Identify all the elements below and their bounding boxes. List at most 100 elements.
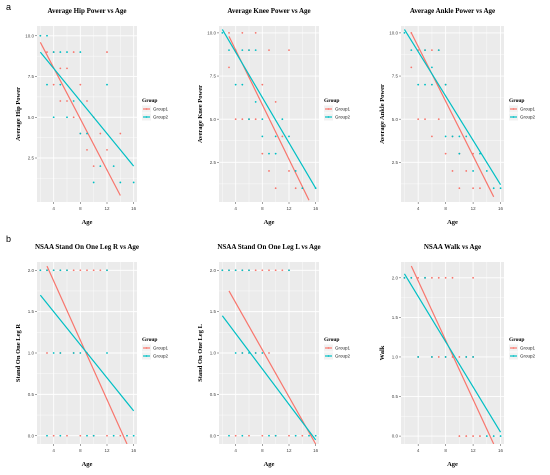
point-group2	[458, 152, 461, 155]
x-tick-label: 12	[286, 206, 292, 211]
point-group2	[46, 83, 48, 86]
y-tick-label: 1.0	[210, 351, 217, 356]
point-group1	[458, 435, 461, 437]
x-tick-label: 8	[79, 206, 82, 211]
point-group2	[59, 434, 62, 437]
fit-line-group2	[39, 294, 135, 412]
x-tick-label: 4	[52, 448, 55, 453]
point-group2	[472, 170, 474, 172]
point-group2	[248, 118, 250, 121]
y-tick-label: 0.5	[28, 392, 35, 397]
point-group2	[444, 356, 447, 358]
point-group1	[234, 434, 237, 437]
y-tick-label: 5.0	[210, 117, 217, 122]
point-group1	[437, 356, 440, 358]
legend-point-group1	[327, 347, 330, 349]
point-group2	[52, 116, 55, 119]
point-group1	[52, 83, 55, 86]
x-tick-label: 12	[104, 448, 110, 453]
point-group2	[72, 100, 75, 102]
x-tick-label: 4	[52, 206, 55, 211]
legend-title: Group	[142, 337, 158, 343]
point-group1	[228, 32, 230, 34]
point-group2	[39, 34, 42, 37]
point-group2	[294, 170, 297, 172]
point-group1	[86, 100, 88, 102]
point-group2	[86, 132, 88, 135]
x-axis-title: Age	[82, 219, 93, 226]
point-group2	[79, 352, 82, 354]
x-tick-label: 4	[234, 448, 237, 453]
point-group2	[106, 352, 108, 354]
panel-label-a: a	[6, 2, 11, 12]
point-group1	[268, 352, 270, 354]
point-group2	[59, 83, 62, 86]
y-axis-title: Walk	[379, 345, 386, 360]
x-tick-label: 16	[313, 206, 319, 211]
y-axis-title: Average Knee Power	[197, 85, 204, 143]
point-group2	[92, 434, 95, 437]
legend-point-group2	[327, 116, 330, 118]
plot-body	[403, 265, 502, 444]
legend-title: Group	[509, 337, 525, 343]
point-group1	[79, 83, 82, 86]
point-group2	[403, 32, 406, 34]
point-group1	[86, 148, 88, 151]
plot-body	[403, 29, 502, 198]
point-group2	[228, 269, 230, 272]
point-group1	[228, 66, 230, 69]
point-group2	[241, 434, 244, 437]
y-tick-label: 0.5	[392, 394, 399, 399]
point-group2	[254, 49, 257, 52]
legend-point-group2	[327, 355, 330, 357]
y-tick-label: 2.5	[392, 160, 399, 165]
chart-title: NSAA Stand On One Leg R vs Age	[35, 243, 139, 251]
point-group2	[106, 83, 108, 86]
point-group1	[288, 434, 290, 437]
point-group2	[492, 435, 495, 437]
point-group2	[79, 51, 82, 53]
point-group2	[39, 269, 42, 272]
plot-body	[39, 34, 135, 196]
point-group1	[479, 435, 481, 437]
point-group2	[274, 152, 277, 155]
legend-point-group1	[327, 108, 330, 110]
point-group1	[241, 118, 244, 121]
fit-line-group1	[410, 32, 495, 198]
point-group1	[472, 435, 474, 437]
point-group2	[485, 170, 488, 172]
fit-line-group1	[46, 265, 128, 444]
point-group1	[106, 51, 108, 53]
panel-label-b: b	[6, 234, 11, 244]
point-group1	[472, 276, 474, 279]
legend-entry: Group1	[335, 346, 351, 351]
point-group2	[281, 118, 284, 121]
point-group2	[274, 434, 277, 437]
legend-entry: Group2	[520, 115, 536, 120]
chart-2: Average Knee Power vs Age 4 8 12 16 2.5 5.0 7.5…	[197, 7, 351, 226]
fit-line-group1	[410, 265, 495, 444]
point-group1	[458, 356, 461, 358]
x-axis-title: Age	[447, 219, 458, 226]
point-group2	[410, 276, 413, 279]
point-group1	[254, 269, 257, 272]
point-group1	[72, 269, 75, 272]
x-axis-title: Age	[264, 461, 275, 468]
point-group1	[268, 170, 270, 172]
legend-point-group1	[512, 347, 515, 349]
x-tick-label: 8	[444, 206, 447, 211]
point-group2	[132, 434, 135, 437]
point-group1	[281, 135, 284, 138]
plot-panel	[219, 26, 319, 202]
legend-point-group1	[512, 108, 515, 110]
y-tick-label: 1.0	[28, 351, 35, 356]
chart-title: NSAA Stand On One Leg L vs Age	[217, 243, 320, 251]
point-group2	[288, 135, 290, 138]
point-group2	[79, 132, 82, 135]
point-group1	[444, 152, 447, 155]
point-group1	[417, 118, 420, 121]
point-group2	[268, 434, 270, 437]
point-group2	[261, 118, 264, 121]
x-tick-label: 8	[261, 206, 264, 211]
point-group2	[403, 276, 406, 279]
